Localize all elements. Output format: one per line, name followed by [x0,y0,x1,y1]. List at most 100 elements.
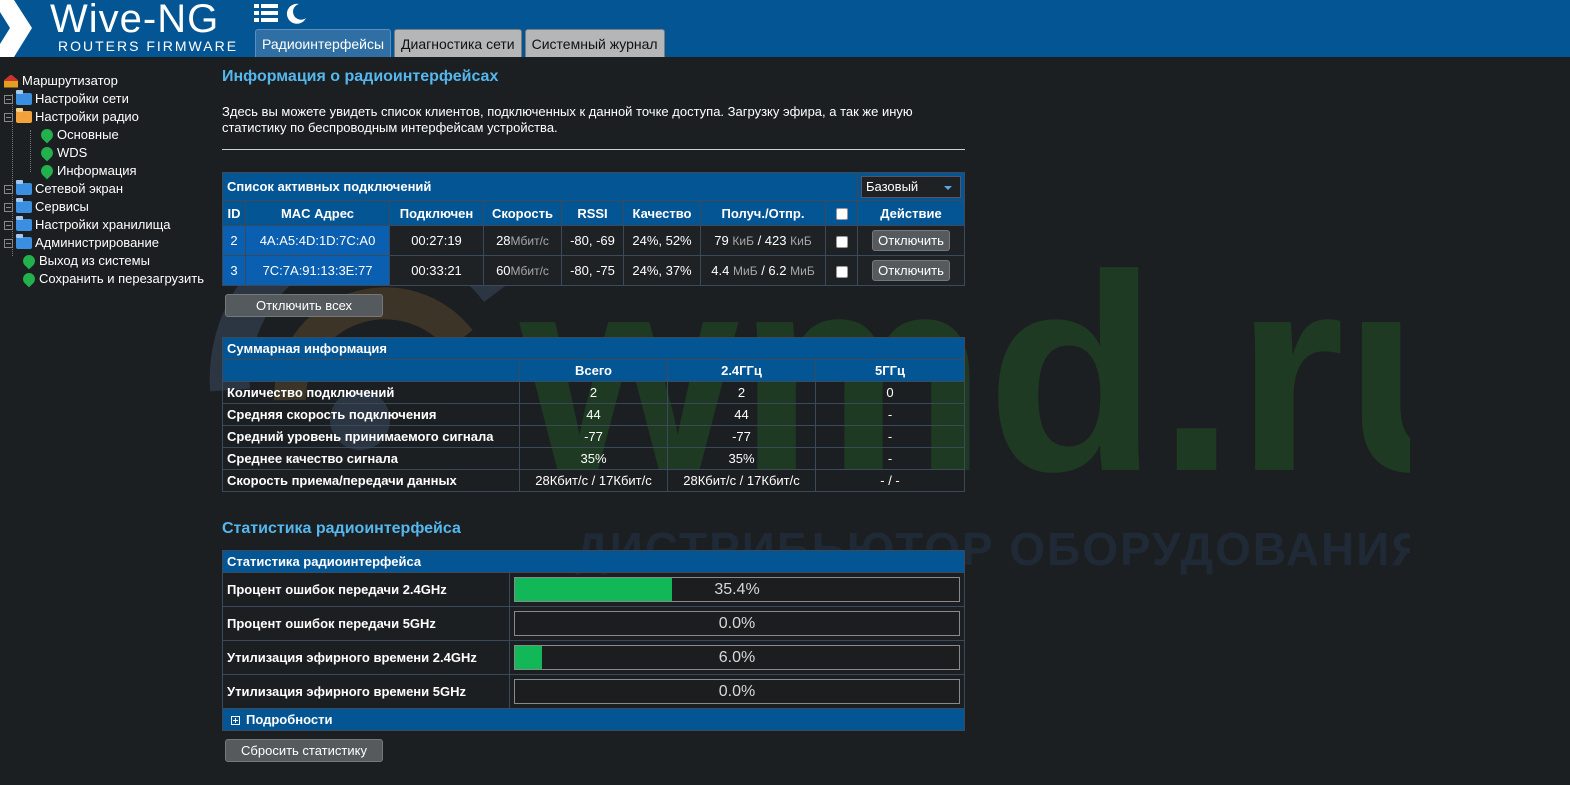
sidebar-tree: Маршрутизатор Настройки сети Настройки р… [4,72,204,288]
sidebar-item-storage[interactable]: Настройки хранилища [4,216,204,234]
client-rssi: -80, -75 [561,255,624,286]
speed-value: 60 [496,263,511,278]
summary-col-5: 5ГГц [815,359,965,382]
summary-total: 28Кбит/с / 17Кбит/с [519,469,668,492]
col-quality: Качество [623,200,701,226]
reset-stats-button[interactable]: Сбросить статистику [225,739,383,762]
rx-value: 79 [714,233,729,248]
stat-bar-cell: 0.0% [509,606,965,641]
sidebar-item-label: Сервисы [35,199,89,214]
moon-icon[interactable] [284,2,308,26]
summary-label: Средний уровень принимаемого сигнала [222,425,520,448]
summary-table: Суммарная информация Всего 2.4ГГц 5ГГц К… [222,337,965,492]
tx-value: 423 [764,233,787,248]
client-checkbox[interactable] [835,265,848,278]
tab-bar: Радиоинтерфейсы Диагностика сети Системн… [255,29,665,57]
expand-icon[interactable] [4,184,13,194]
col-rssi: RSSI [561,200,624,226]
table-row: Скорость приема/передачи данных 28Кбит/с … [222,469,965,492]
speed-value: 28 [496,233,511,248]
page-title: Информация о радиоинтерфейсах [222,68,499,85]
expand-icon[interactable] [231,716,240,726]
disconnect-button[interactable]: Отключить [872,230,950,251]
rx-unit: МиБ [733,264,758,278]
client-rxtx: 4.4 МиБ / 6.2 МиБ [700,255,826,286]
clients-table-title: Список активных подключений [222,172,858,201]
progress-text: 35.4% [714,581,760,598]
table-row: Процент ошибок передачи 2.4GHz 35.4% [222,572,965,607]
tab-radio-interfaces[interactable]: Радиоинтерфейсы [255,29,392,57]
mode-select[interactable]: Базовый [861,175,961,198]
summary-24: 35% [667,447,816,470]
sidebar-item-label: Настройки хранилища [35,217,171,232]
expand-icon[interactable] [4,220,13,230]
tx-unit: МиБ [790,264,815,278]
folder-icon [16,216,32,231]
disconnect-all-button[interactable]: Отключить всех [225,294,383,317]
table-row: Количество подключений 2 2 0 [222,381,965,404]
summary-label: Средняя скорость подключения [222,403,520,426]
leaf-icon [38,126,56,144]
details-toggle[interactable]: Подробности [222,708,965,731]
progress-text: 0.0% [718,615,756,632]
stat-label: Утилизация эфирного времени 2.4GHz [222,640,510,675]
folder-icon [16,90,32,105]
tree-root[interactable]: Маршрутизатор [4,72,204,90]
col-id: ID [222,200,246,226]
disconnect-button[interactable]: Отключить [872,260,950,281]
sidebar-item-network[interactable]: Настройки сети [4,90,204,108]
summary-col-label [222,359,520,382]
summary-24: 2 [667,381,816,404]
folder-open-icon [16,108,32,123]
sidebar-item-wds[interactable]: WDS [4,144,204,162]
leaf-icon [20,252,38,270]
collapse-icon[interactable] [4,112,13,122]
table-row: Средний уровень принимаемого сигнала -77-… [222,425,965,448]
collapse-icon[interactable] [4,94,13,104]
stat-bar-cell: 35.4% [509,572,965,607]
sidebar-item-radio[interactable]: Настройки радио [4,108,204,126]
select-all-checkbox[interactable] [835,208,848,221]
sidebar-item-firewall[interactable]: Сетевой экран [4,180,204,198]
table-row: Утилизация эфирного времени 5GHz 0.0% [222,674,965,709]
stats-table: Статистика радиоинтерфейса Процент ошибо… [222,550,965,731]
client-speed: 60Мбит/с [483,255,562,286]
sidebar-item-label: WDS [57,145,88,160]
progress-bar: 0.0% [514,679,960,704]
clients-table: Список активных подключений Базовый ID M… [222,172,965,286]
folder-icon [16,234,32,249]
summary-5: 0 [815,381,965,404]
summary-5: - [815,425,965,448]
rxtx-separator: / [757,263,769,278]
summary-total: 44 [519,403,668,426]
client-speed: 28Мбит/с [483,225,562,256]
table-row: 3 7C:7A:91:13:3E:77 00:33:21 60Мбит/с -8… [222,255,965,286]
stat-label: Процент ошибок передачи 5GHz [222,606,510,641]
expand-icon[interactable] [4,202,13,212]
summary-title: Суммарная информация [222,337,965,360]
summary-24: -77 [667,425,816,448]
sidebar-item-info[interactable]: Информация [4,162,204,180]
mode-select-value: Базовый [866,178,919,194]
tab-network-diagnostics[interactable]: Диагностика сети [394,29,522,57]
summary-24: 28Кбит/с / 17Кбит/с [667,469,816,492]
summary-label: Среднее качество сигнала [222,447,520,470]
main-content: Информация о радиоинтерфейсах Здесь вы м… [222,68,965,762]
sidebar-item-admin[interactable]: Администрирование [4,234,204,252]
table-row: Утилизация эфирного времени 2.4GHz 6.0% [222,640,965,675]
menu-icon[interactable] [254,2,278,24]
client-connected: 00:27:19 [389,225,484,256]
client-checkbox[interactable] [835,235,848,248]
tab-system-log[interactable]: Системный журнал [524,29,665,57]
rxtx-separator: / [753,233,765,248]
sidebar-item-label: Администрирование [35,235,159,250]
expand-icon[interactable] [4,238,13,248]
sidebar-item-label: Информация [57,163,137,178]
sidebar-item-services[interactable]: Сервисы [4,198,204,216]
summary-24: 44 [667,403,816,426]
sidebar-item-logout[interactable]: Выход из системы [4,252,204,270]
sidebar-item-basic[interactable]: Основные [4,126,204,144]
summary-total: 2 [519,381,668,404]
sidebar-item-save-reboot[interactable]: Сохранить и перезагрузить [4,270,204,288]
speed-unit: Мбит/с [510,264,549,278]
